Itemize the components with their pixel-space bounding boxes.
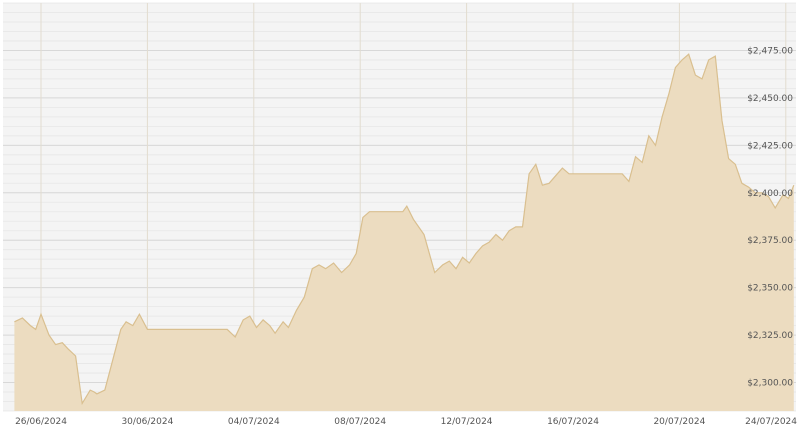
x-tick-label: 04/07/2024	[228, 417, 280, 427]
y-tick-label: $2,450.00	[747, 94, 793, 104]
x-tick-label: 20/07/2024	[653, 417, 705, 427]
y-tick-label: $2,350.00	[747, 284, 793, 294]
x-tick-label: 24/07/2024	[745, 417, 797, 427]
y-tick-label: $2,300.00	[747, 379, 793, 389]
x-tick-label: 08/07/2024	[334, 417, 386, 427]
y-axis-labels: $2,300.00 $2,325.00 $2,350.00 $2,375.00 $2,4…	[747, 46, 793, 388]
price-area	[14, 54, 794, 411]
y-tick-label: $2,475.00	[747, 46, 793, 56]
y-tick-label: $2,375.00	[747, 236, 793, 246]
x-tick-label: 30/06/2024	[121, 417, 173, 427]
y-tick-label: $2,425.00	[747, 141, 793, 151]
y-tick-label: $2,400.00	[747, 189, 793, 199]
x-tick-label: 26/06/2024	[15, 417, 67, 427]
x-tick-label: 16/07/2024	[547, 417, 599, 427]
x-tick-label: 12/07/2024	[441, 417, 493, 427]
x-axis-labels: 26/06/2024 30/06/2024 04/07/2024 08/07/2024…	[15, 417, 797, 427]
price-line	[14, 53, 795, 406]
y-tick-label: $2,325.00	[747, 331, 793, 341]
